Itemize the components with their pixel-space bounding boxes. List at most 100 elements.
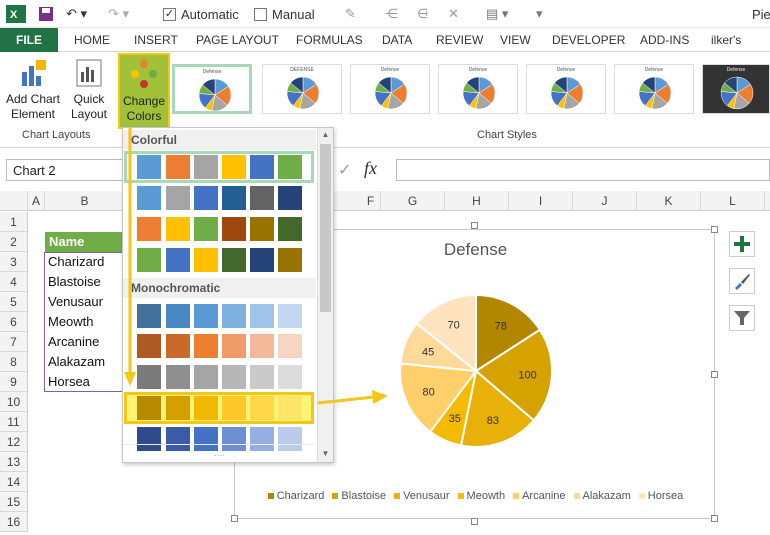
dropdown-scrollbar[interactable]: ▲ ▼: [317, 128, 333, 462]
monochromatic-swatch[interactable]: [278, 304, 302, 328]
row-header[interactable]: 3: [0, 252, 28, 272]
legend-entry[interactable]: Arcanine: [513, 490, 566, 502]
column-header-f[interactable]: F: [361, 191, 381, 211]
chart-style-thumb[interactable]: Defense: [350, 64, 430, 114]
monochromatic-swatch[interactable]: [194, 365, 218, 389]
colorful-swatch[interactable]: [222, 217, 246, 241]
row-header[interactable]: 14: [0, 472, 28, 492]
colorful-swatch[interactable]: [137, 186, 161, 210]
chart-style-thumb[interactable]: DEFENSE: [262, 64, 342, 114]
colorful-swatch[interactable]: [137, 155, 161, 179]
name-cell[interactable]: Charizard: [48, 254, 105, 269]
data-label[interactable]: 78: [495, 321, 507, 333]
row-header[interactable]: 1: [0, 212, 28, 232]
monochromatic-swatch[interactable]: [166, 365, 190, 389]
monochromatic-swatch[interactable]: [137, 334, 161, 358]
column-header-i[interactable]: I: [509, 191, 573, 211]
tab-ilkers[interactable]: ilker's: [711, 33, 742, 47]
tab-insert[interactable]: INSERT: [134, 33, 178, 47]
row-header[interactable]: 4: [0, 272, 28, 292]
colorful-swatch[interactable]: [194, 217, 218, 241]
row-header[interactable]: 15: [0, 492, 28, 512]
monochromatic-swatch[interactable]: [194, 334, 218, 358]
legend-entry[interactable]: Venusaur: [394, 490, 450, 502]
colorful-swatch[interactable]: [250, 155, 274, 179]
monochromatic-swatch[interactable]: [137, 396, 161, 420]
tab-review[interactable]: REVIEW: [436, 33, 484, 47]
legend-entry[interactable]: Meowth: [457, 490, 505, 502]
row-header[interactable]: 6: [0, 312, 28, 332]
monochromatic-swatch[interactable]: [278, 334, 302, 358]
tab-data[interactable]: DATA: [382, 33, 413, 47]
column-header-j[interactable]: J: [573, 191, 637, 211]
monochromatic-swatch[interactable]: [194, 304, 218, 328]
row-header[interactable]: 10: [0, 392, 28, 412]
monochromatic-swatch[interactable]: [250, 427, 274, 451]
row-header[interactable]: 2: [0, 232, 28, 252]
chart-style-thumb[interactable]: Defense: [172, 64, 252, 114]
colorful-swatch[interactable]: [222, 155, 246, 179]
colorful-swatch[interactable]: [278, 186, 302, 210]
colorful-swatch[interactable]: [222, 186, 246, 210]
row-header[interactable]: 5: [0, 292, 28, 312]
colorful-swatch[interactable]: [222, 248, 246, 272]
pie-slice[interactable]: [459, 369, 536, 448]
clipboard-icon[interactable]: ▤ ▾: [486, 6, 509, 21]
undo-icon[interactable]: ↶ ▾: [66, 6, 88, 21]
column-header-h[interactable]: H: [445, 191, 509, 211]
colorful-swatch[interactable]: [250, 217, 274, 241]
monochromatic-swatch[interactable]: [278, 365, 302, 389]
name-cell[interactable]: Horsea: [48, 374, 90, 389]
colorful-swatch[interactable]: [278, 248, 302, 272]
resize-grip-icon[interactable]: ....: [213, 448, 226, 459]
scroll-up-icon[interactable]: ▲: [321, 130, 330, 139]
monochromatic-swatch[interactable]: [194, 396, 218, 420]
monochromatic-swatch[interactable]: [166, 334, 190, 358]
colorful-swatch[interactable]: [166, 248, 190, 272]
monochromatic-swatch[interactable]: [222, 427, 246, 451]
monochromatic-swatch[interactable]: [250, 396, 274, 420]
chart-style-thumb[interactable]: Defense: [526, 64, 606, 114]
monochromatic-swatch[interactable]: [166, 427, 190, 451]
legend-entry[interactable]: Charizard: [267, 490, 324, 502]
enter-check-icon[interactable]: ✓: [338, 162, 352, 179]
colorful-swatch[interactable]: [250, 186, 274, 210]
resize-handle[interactable]: [711, 226, 718, 233]
select-all-corner[interactable]: [0, 191, 28, 211]
colorful-swatch[interactable]: [194, 248, 218, 272]
data-label[interactable]: 70: [447, 319, 459, 331]
tab-file[interactable]: FILE: [0, 28, 58, 52]
row-header[interactable]: 11: [0, 412, 28, 432]
colorful-swatch[interactable]: [137, 248, 161, 272]
monochromatic-swatch[interactable]: [137, 304, 161, 328]
manual-checkbox[interactable]: Manual: [254, 5, 315, 23]
column-header-k[interactable]: K: [637, 191, 701, 211]
resize-handle[interactable]: [231, 515, 238, 522]
chart-legend[interactable]: Charizard Blastoise Venusaur Meowth Arcanine…: [235, 490, 716, 502]
row-header[interactable]: 9: [0, 372, 28, 392]
monochromatic-swatch[interactable]: [222, 365, 246, 389]
legend-entry[interactable]: Horsea: [638, 490, 683, 502]
scroll-thumb[interactable]: [320, 144, 331, 312]
colorful-swatch[interactable]: [166, 186, 190, 210]
automatic-checkbox[interactable]: ✓ Automatic: [163, 5, 239, 23]
colorful-swatch[interactable]: [166, 155, 190, 179]
resize-handle[interactable]: [711, 515, 718, 522]
row-header[interactable]: 7: [0, 332, 28, 352]
scroll-down-icon[interactable]: ▼: [321, 449, 330, 458]
colorful-swatch[interactable]: [194, 186, 218, 210]
data-label[interactable]: 83: [487, 415, 499, 427]
colorful-swatch[interactable]: [166, 217, 190, 241]
colorful-swatch[interactable]: [137, 217, 161, 241]
monochromatic-swatch[interactable]: [222, 334, 246, 358]
row-header[interactable]: 16: [0, 512, 28, 532]
chart-title[interactable]: Defense: [443, 240, 508, 259]
monochromatic-swatch[interactable]: [166, 304, 190, 328]
remove-arrows-icon[interactable]: ✕: [448, 6, 459, 21]
name-cell[interactable]: Blastoise: [48, 274, 101, 289]
tab-developer[interactable]: DEVELOPER: [552, 33, 626, 47]
name-cell[interactable]: Alakazam: [48, 354, 106, 369]
fx-icon[interactable]: fx: [364, 158, 377, 178]
row-header[interactable]: 13: [0, 452, 28, 472]
chart-style-thumb[interactable]: Defense: [438, 64, 518, 114]
